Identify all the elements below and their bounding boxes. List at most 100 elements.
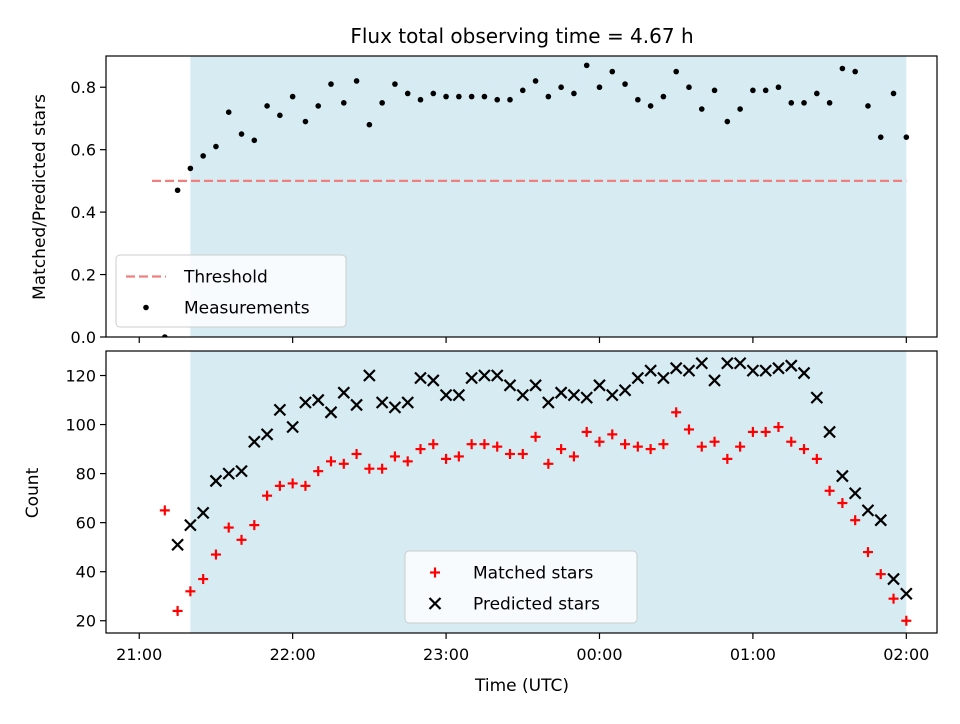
matched-star-point (875, 569, 886, 580)
measurement-point (353, 78, 360, 84)
predicted-star-point (810, 391, 824, 404)
legend-predicted-swatch (428, 597, 442, 610)
measurement-point (545, 93, 552, 100)
measurement-point (340, 100, 347, 106)
legend-box (115, 254, 347, 328)
matched-star-point (198, 574, 209, 585)
predicted-star-point (490, 369, 504, 382)
measurement-point (328, 81, 334, 87)
matched-star-point (364, 463, 375, 474)
top-y-tick-label: 0.0 (71, 328, 96, 347)
measurement-point (750, 87, 756, 94)
matched-star-point (658, 439, 669, 450)
predicted-star-point (196, 506, 210, 520)
bottom-y-tick-label: 80 (76, 465, 96, 484)
top-panel-ratio: 0.0 0.2 0.4 0.6 0.8 Threshold Measurements (71, 55, 938, 347)
measurement-point (251, 137, 258, 144)
measurement-point (839, 65, 846, 72)
predicted-star-point (427, 374, 440, 387)
predicted-star-point (516, 388, 530, 402)
matched-star-point (530, 431, 541, 442)
measurement-point (698, 106, 705, 112)
predicted-star-point (669, 361, 683, 375)
measurement-point (494, 96, 501, 103)
measurement-point (737, 106, 743, 112)
top-series-0 (162, 62, 910, 337)
matched-star-point (300, 480, 311, 491)
x-tick-label: 01:00 (730, 645, 776, 664)
measurement-point (162, 334, 168, 337)
predicted-star-point (478, 369, 491, 382)
predicted-star-point (260, 428, 274, 441)
measurement-point (200, 153, 206, 159)
measurement-point (775, 84, 782, 91)
matched-star-point (594, 436, 605, 447)
matched-star-point (747, 426, 758, 437)
matched-star-point (773, 422, 784, 433)
matched-star-point (760, 426, 771, 437)
predicted-star-point (554, 386, 568, 399)
measurement-point (481, 93, 488, 100)
predicted-star-point (605, 388, 619, 402)
matched-star-point (722, 453, 733, 464)
measurement-point (647, 103, 654, 109)
predicted-star-point (887, 572, 900, 586)
predicted-star-point (401, 396, 414, 409)
matched-star-point (556, 444, 567, 455)
x-tick-label: 23:00 (423, 645, 469, 664)
predicted-star-point (324, 406, 338, 419)
matched-star-point (837, 498, 848, 509)
matched-star-point (338, 458, 349, 469)
legend-box (404, 550, 638, 624)
predicted-star-point (452, 388, 466, 402)
legend-label: Measurements (184, 299, 310, 319)
measurement-point (417, 96, 424, 103)
predicted-star-point (567, 388, 581, 402)
predicted-star-point (784, 359, 798, 372)
measurement-point (366, 121, 373, 128)
predicted-star-point (618, 383, 632, 397)
matched-star-point (568, 451, 579, 462)
measurement-point (596, 84, 603, 91)
bottom-y-tick-label: 100 (65, 416, 96, 435)
predicted-star-point (708, 374, 721, 387)
matched-star-point (466, 439, 477, 450)
predicted-star-point (388, 401, 402, 414)
matched-star-point (517, 448, 528, 459)
matched-star-point (453, 451, 464, 462)
predicted-star-point (746, 364, 760, 377)
measurement-point (430, 90, 437, 97)
measurement-point (865, 103, 871, 109)
measurement-point (404, 90, 411, 97)
bottom-series-1 (171, 356, 913, 601)
bottom-y-tick-label: 60 (76, 514, 96, 533)
predicted-star-point (861, 504, 875, 517)
matched-star-point (210, 549, 221, 560)
top-y-tick-label: 0.2 (71, 266, 96, 285)
predicted-star-point (337, 386, 351, 399)
legend-label: Threshold (183, 268, 268, 288)
predicted-star-point (631, 371, 645, 385)
matched-star-point (415, 444, 426, 455)
bottom-series-0 (159, 407, 912, 626)
matched-star-point (632, 441, 643, 452)
matched-star-point (172, 605, 183, 616)
predicted-star-point (235, 464, 248, 478)
predicted-star-point (580, 391, 593, 404)
predicted-star-point (874, 513, 888, 527)
top-plot-area (152, 62, 910, 337)
matched-star-point (313, 466, 324, 477)
measurement-point (686, 84, 692, 91)
measurement-point (443, 93, 449, 100)
matched-star-point (620, 439, 631, 450)
measurement-point (238, 131, 245, 137)
x-tick-label: 21:00 (116, 645, 162, 664)
bottom-y-tick-label: 40 (76, 563, 96, 582)
top-y-tick-label: 0.4 (71, 203, 96, 222)
top-legend: Threshold Measurements (115, 254, 347, 328)
matched-star-point (735, 441, 746, 452)
predicted-star-point (273, 403, 287, 417)
matched-star-point (479, 439, 490, 450)
measurement-point (519, 87, 526, 94)
